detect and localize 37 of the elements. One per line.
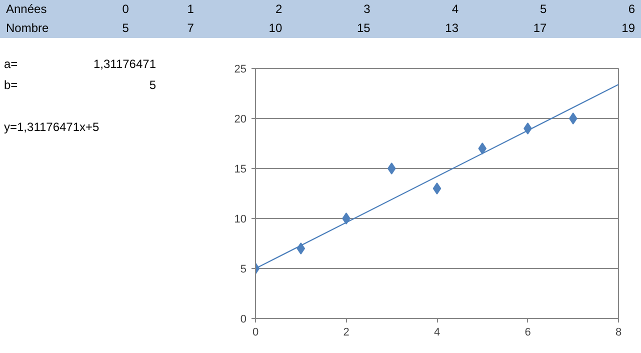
- text: a=: [3, 56, 19, 73]
- y-tick-label: 10: [234, 214, 247, 226]
- text: 5: [121, 20, 130, 38]
- text: 1: [186, 1, 195, 18]
- text: 0: [121, 1, 130, 18]
- text: 15: [356, 20, 372, 38]
- text: Nombre: [5, 20, 50, 38]
- y-tick-label: 25: [234, 64, 247, 76]
- text: 4: [450, 1, 460, 18]
- y-tick-label: 0: [240, 314, 247, 326]
- x-tick-label: 4: [434, 326, 440, 338]
- x-tick-label: 6: [524, 326, 531, 338]
- x-tick-label: 2: [343, 326, 350, 338]
- point: [432, 182, 442, 194]
- x-tick-label: 8: [615, 326, 622, 338]
- text: 10: [268, 20, 284, 38]
- text: 6: [627, 1, 636, 18]
- text: y=1,31176471x+5: [3, 119, 100, 136]
- text: 2: [274, 1, 284, 18]
- text: 17: [532, 20, 548, 38]
- text: 7: [186, 20, 195, 38]
- point: [568, 112, 578, 124]
- y-tick-label: 20: [234, 114, 247, 126]
- text: Années: [5, 1, 48, 18]
- text: 13: [444, 20, 460, 38]
- y-tick-label: 15: [234, 164, 247, 176]
- text: 1,31176471: [92, 56, 156, 73]
- x-tick-label: 0: [252, 326, 259, 338]
- point: [478, 142, 487, 154]
- text: 3: [362, 1, 372, 18]
- point: [342, 212, 350, 224]
- point: [387, 162, 396, 174]
- text: 19: [620, 20, 636, 38]
- text: 5: [539, 1, 548, 18]
- y-tick-label: 5: [240, 264, 247, 276]
- text: b=: [3, 77, 19, 94]
- text: 5: [148, 77, 156, 94]
